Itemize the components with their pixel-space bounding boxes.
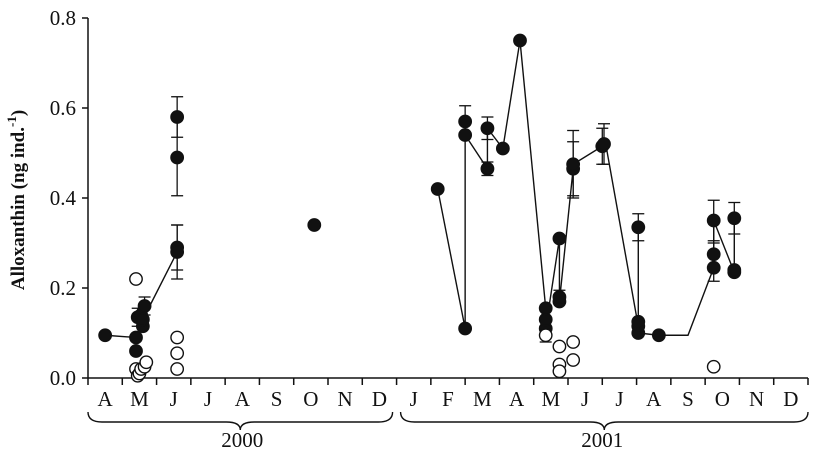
y-axis-label: Alloxanthin (ng ind.-1) (4, 110, 29, 290)
x-tick-label: M (542, 387, 561, 411)
year-brace-2001 (399, 411, 809, 431)
filled-data-point (170, 110, 185, 124)
series-line (658, 218, 735, 336)
data-points (98, 33, 742, 383)
x-tick-label: J (410, 387, 418, 411)
x-tick-label: N (338, 387, 353, 411)
filled-data-point (135, 312, 150, 327)
filled-data-point (480, 121, 495, 136)
x-tick-label: M (473, 387, 492, 411)
open-data-point (538, 328, 553, 343)
x-tick-label: A (235, 387, 251, 411)
open-data-point (170, 362, 185, 376)
filled-data-point (597, 137, 611, 151)
axis-labels: Alloxanthin (ng ind.-1) 0.0 0.2 0.4 0.6 0.8 A… (4, 6, 798, 452)
y-tick-label: 0.8 (50, 6, 76, 30)
x-tick-label: J (615, 387, 623, 411)
filled-data-point (430, 182, 445, 196)
open-data-point (170, 346, 185, 361)
filled-data-point (458, 114, 473, 129)
x-tick-label: O (715, 387, 730, 411)
filled-data-point (98, 328, 113, 343)
filled-data-point (706, 260, 721, 275)
filled-data-point (513, 33, 527, 48)
filled-data-point (495, 141, 510, 156)
y-axis-label-sup: -1 (4, 116, 19, 127)
open-data-point (566, 353, 581, 367)
filled-data-point (170, 245, 185, 259)
filled-data-point (706, 213, 721, 228)
year-label-2001: 2001 (581, 428, 623, 452)
filled-data-point (480, 161, 495, 176)
x-tick-label: D (372, 387, 387, 411)
filled-data-point (631, 314, 646, 329)
open-data-point (552, 339, 567, 354)
open-data-point (170, 330, 185, 345)
y-tick-label: 0.6 (50, 96, 76, 120)
x-tick-label: M (130, 387, 149, 411)
filled-data-point (727, 211, 742, 226)
filled-data-point (727, 263, 742, 277)
filled-data-point (129, 344, 143, 358)
filled-data-point (552, 290, 567, 304)
series-line (464, 40, 603, 329)
filled-data-point (651, 328, 666, 343)
filled-data-point (631, 220, 646, 235)
y-axis-label-main: Alloxanthin (ng ind. (8, 127, 29, 290)
x-tick-label: F (442, 387, 454, 411)
filled-data-point (538, 312, 553, 327)
open-data-point (139, 355, 154, 370)
x-tick-label: A (509, 387, 525, 411)
filled-data-point (170, 150, 185, 165)
year-label-2000: 2000 (221, 428, 263, 452)
filled-data-point (129, 330, 143, 345)
y-tick-label: 0.4 (50, 186, 77, 210)
y-axis-label-close: ) (8, 110, 29, 116)
filled-data-point (307, 218, 322, 232)
y-tick-label: 0.0 (50, 366, 76, 390)
series-lines (105, 40, 735, 339)
filled-data-point (552, 231, 567, 246)
x-tick-label: J (170, 387, 178, 411)
x-tick-label: D (783, 387, 798, 411)
error-bars (131, 96, 741, 343)
series-line (605, 143, 688, 336)
x-tick-label: O (303, 387, 318, 411)
x-tick-label: S (682, 387, 694, 411)
x-tick-label: A (98, 387, 114, 411)
x-tick-label: A (646, 387, 662, 411)
x-tick-label: J (581, 387, 589, 411)
filled-data-point (566, 157, 581, 172)
filled-data-point (706, 247, 721, 262)
open-data-point (552, 364, 567, 379)
x-tick-label: S (271, 387, 283, 411)
filled-data-point (538, 301, 553, 316)
open-data-point (129, 272, 143, 286)
open-data-point (566, 335, 581, 349)
filled-data-point (458, 321, 473, 336)
filled-data-point (458, 128, 473, 142)
x-tick-label: N (749, 387, 764, 411)
series-line (437, 121, 466, 329)
year-brace-2000 (87, 411, 394, 431)
axes (82, 17, 809, 431)
y-tick-label: 0.2 (50, 276, 76, 300)
filled-data-point (137, 299, 152, 313)
open-data-point (706, 359, 721, 374)
x-tick-label: J (204, 387, 212, 411)
